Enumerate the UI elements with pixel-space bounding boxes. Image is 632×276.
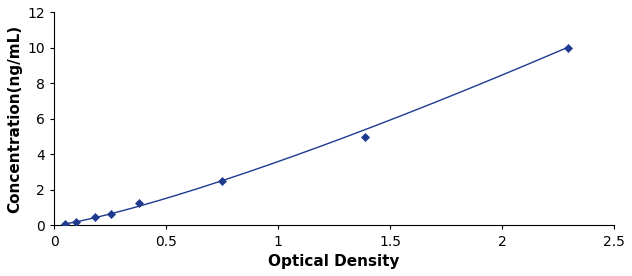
Y-axis label: Concentration(ng/mL): Concentration(ng/mL) bbox=[7, 25, 22, 213]
X-axis label: Optical Density: Optical Density bbox=[269, 254, 400, 269]
